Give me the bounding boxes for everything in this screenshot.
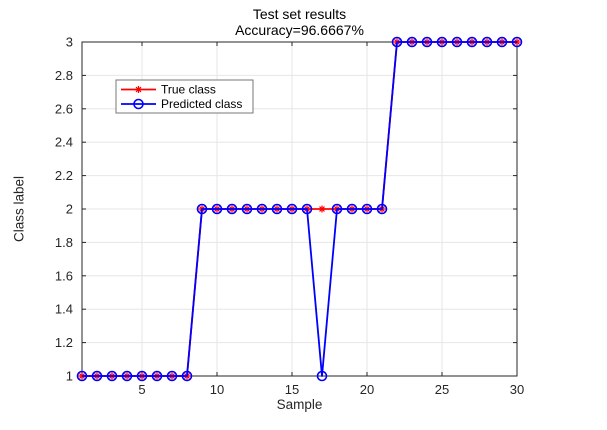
x-tick-label: 25 [435, 382, 449, 397]
circle-marker [301, 203, 313, 215]
circle-marker [133, 98, 144, 110]
circle-marker [466, 36, 478, 48]
circle-marker [316, 370, 328, 382]
circle-marker [181, 370, 193, 382]
circle-marker [436, 36, 448, 48]
circle-marker [166, 370, 178, 382]
circle-marker [76, 370, 88, 382]
y-tick-label: 1.2 [55, 335, 73, 350]
series-line [82, 41, 517, 377]
y-tick-label: 1.4 [55, 302, 73, 317]
circle-marker [226, 203, 238, 215]
tick-labels: 5 10 15 20 25 30 1 1.2 1.4 1.6 1.8 2 2.2 2.4 2.6 2.8 3 [55, 35, 524, 398]
circle-marker [271, 203, 283, 215]
circle-marker [361, 203, 373, 215]
circle-marker [136, 370, 148, 382]
x-tick-label: 5 [138, 382, 145, 397]
x-tick-label: 15 [285, 382, 299, 397]
x-axis-label: Sample [276, 397, 323, 412]
y-tick-label: 2.2 [55, 168, 73, 183]
circle-marker [331, 203, 343, 215]
circle-marker [346, 203, 358, 215]
circle-marker [391, 36, 403, 48]
circle-marker [211, 203, 223, 215]
series-predicted-class [76, 36, 523, 382]
circle-marker [241, 203, 253, 215]
circle-marker [196, 203, 208, 215]
x-tick-label: 20 [360, 382, 374, 397]
circle-marker [256, 203, 268, 215]
chart-title: Test set results [252, 6, 347, 22]
y-tick-label: 1 [66, 369, 73, 384]
y-tick-label: 2.8 [55, 68, 73, 83]
circle-marker [421, 36, 433, 48]
y-tick-label: 1.8 [55, 235, 73, 250]
circle-marker [406, 36, 418, 48]
y-tick-label: 3 [66, 35, 73, 50]
circle-marker [511, 36, 523, 48]
legend-box [115, 79, 254, 114]
circle-marker [286, 203, 298, 215]
chart-title-block: Test set results Accuracy=96.6667% [82, 6, 517, 38]
y-tick-label: 1.6 [55, 268, 73, 283]
y-tick-label: 2.6 [55, 101, 73, 116]
circle-marker [496, 36, 508, 48]
circle-marker [106, 370, 118, 382]
x-tick-label: 30 [510, 382, 524, 397]
circle-marker [121, 370, 133, 382]
circle-marker [451, 36, 463, 48]
asterisk-marker [318, 205, 326, 213]
circle-marker [376, 203, 388, 215]
chart-subtitle: Accuracy=96.6667% [235, 22, 364, 38]
asterisk-marker [135, 86, 142, 93]
legend-label: Predicted class [161, 97, 242, 111]
y-tick-label: 2.4 [55, 135, 73, 150]
x-tick-label: 10 [210, 382, 224, 397]
circle-marker [481, 36, 493, 48]
legend-label: True class [161, 83, 216, 97]
circle-marker [91, 370, 103, 382]
circle-marker [151, 370, 163, 382]
y-tick-label: 2 [66, 202, 73, 217]
y-axis-label: Class label [11, 175, 27, 243]
